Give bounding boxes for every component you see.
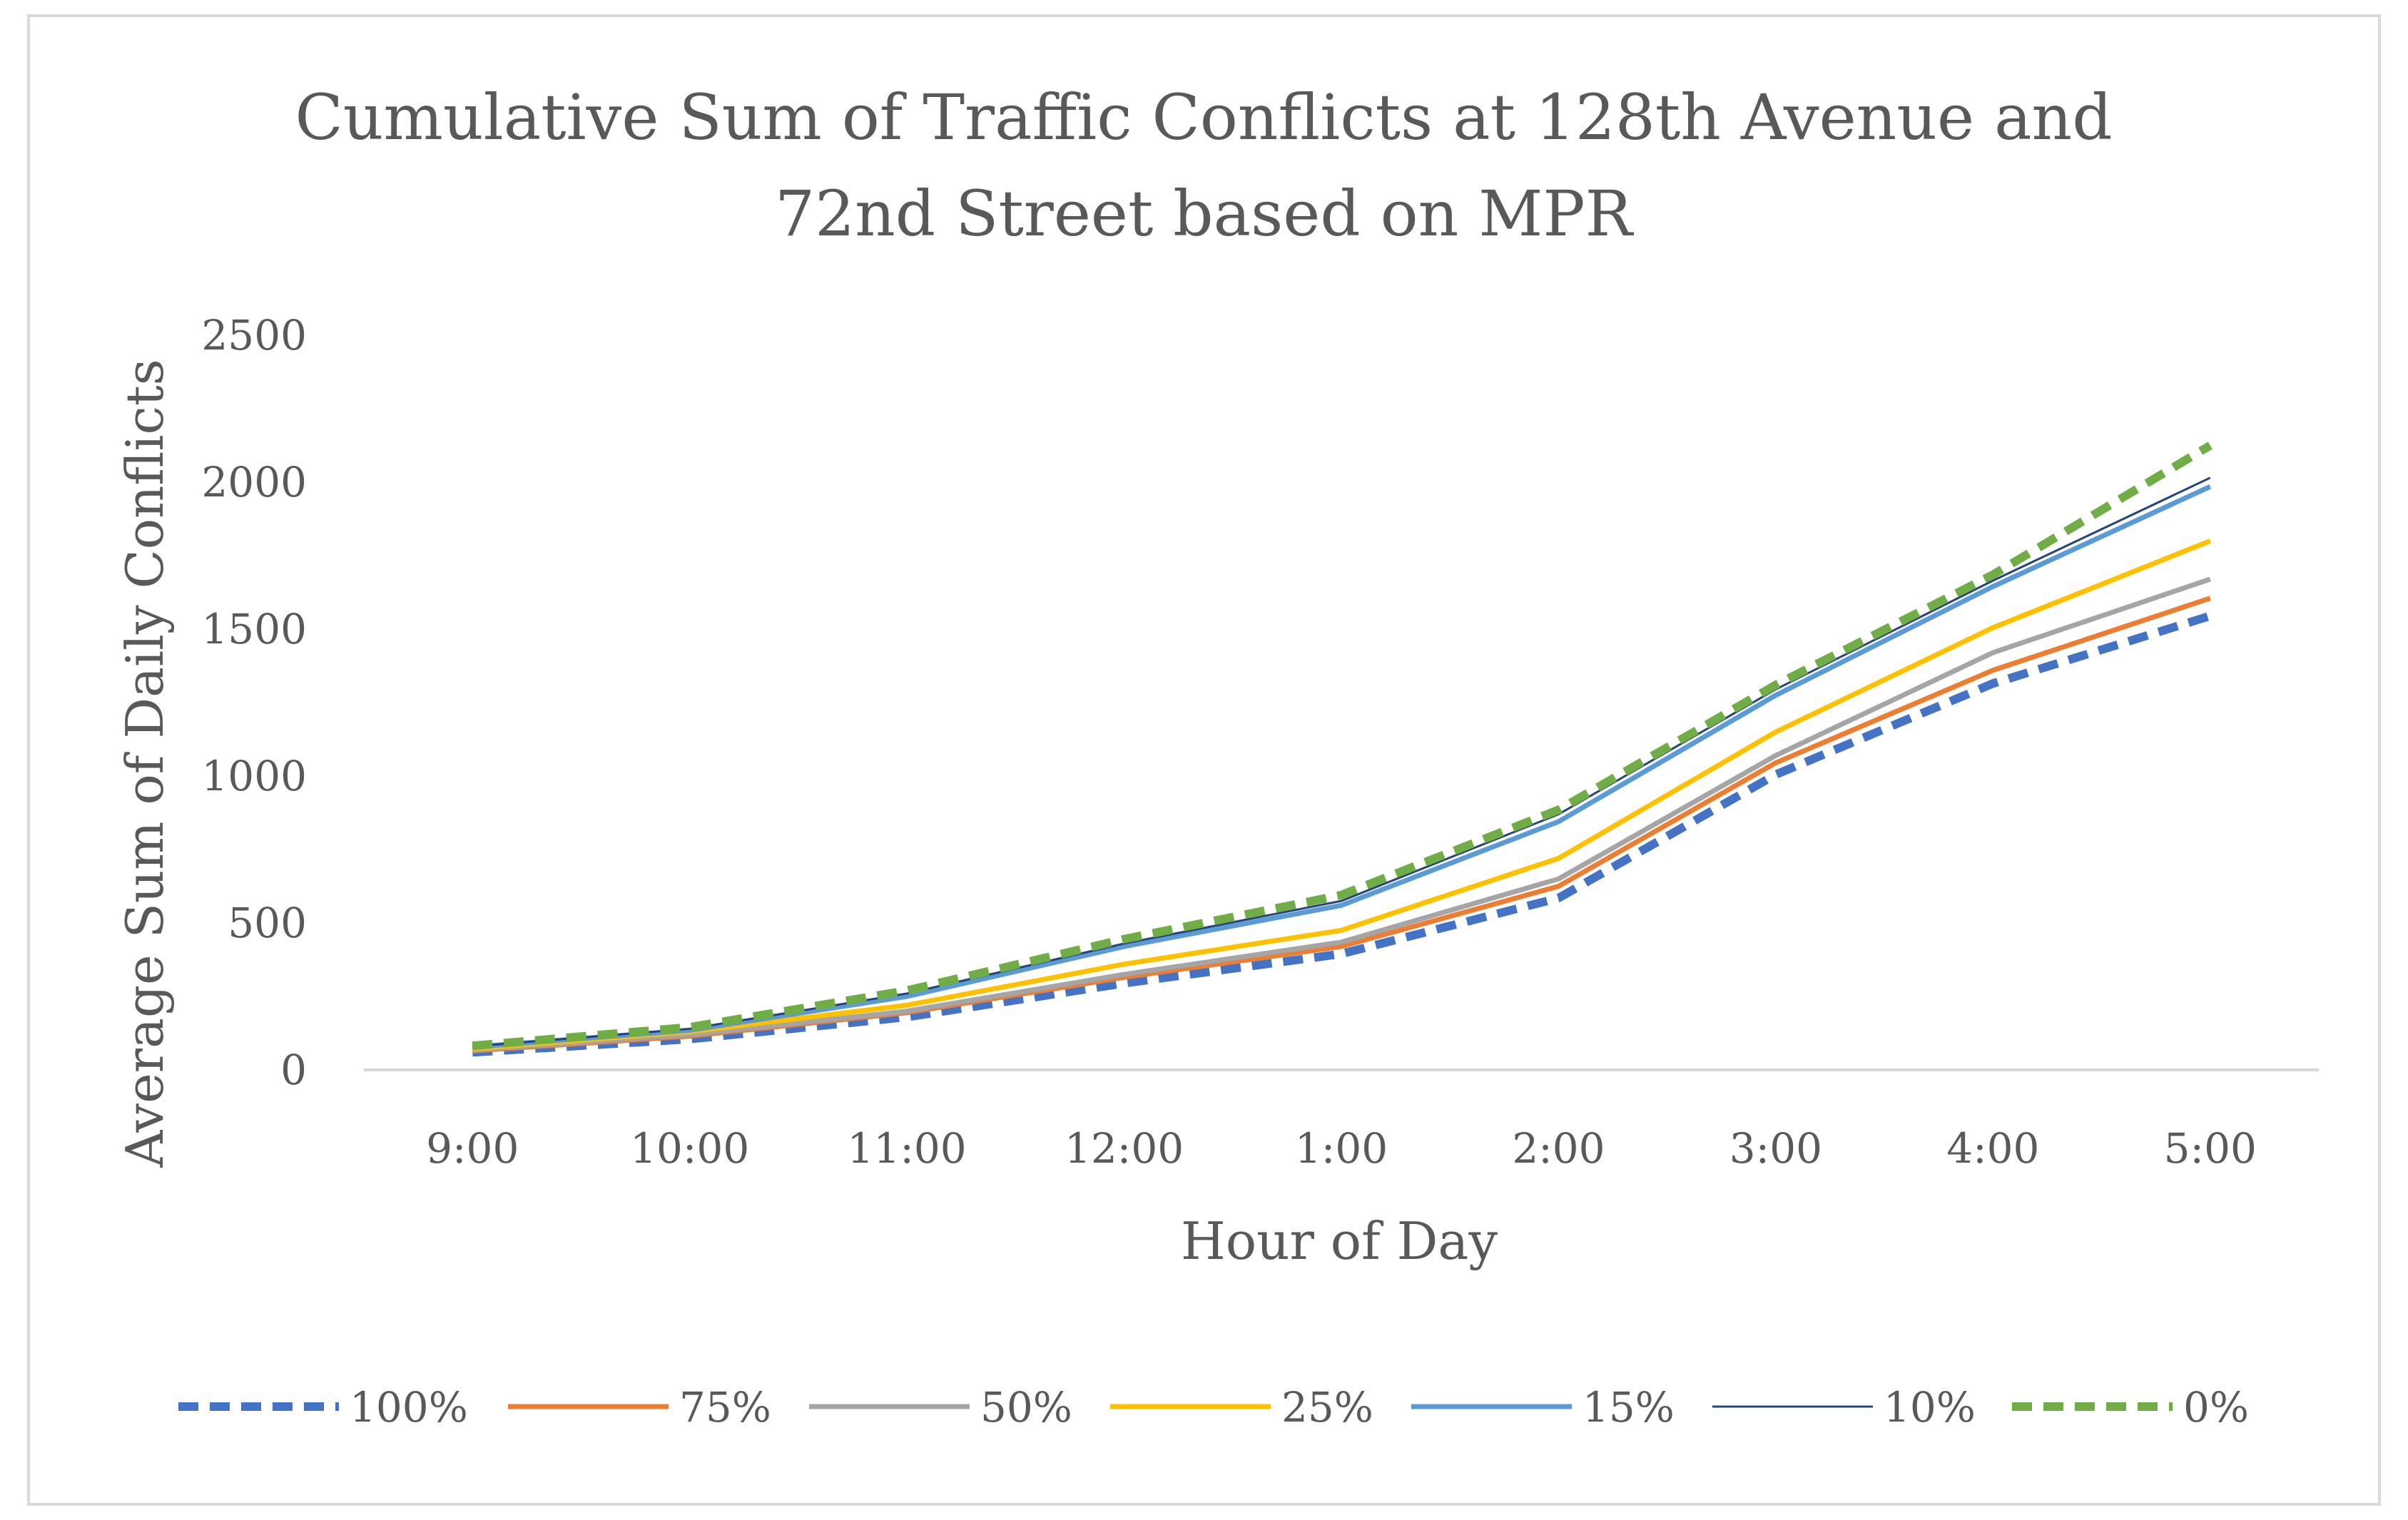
chart-title-line-2: 72nd Street based on MPR [775,177,1634,250]
y-tick-label-1500: 1500 [201,605,307,653]
series-line-50pct [472,576,2211,1053]
x-tick-label-10-00: 10:00 [630,1124,749,1173]
y-tick-label-1000: 1000 [201,752,307,800]
x-tick-label-5-00: 5:00 [2164,1124,2257,1173]
y-tick-label-0: 0 [280,1046,307,1094]
y-axis-ticks: 0 500 1000 1500 2000 2500 [201,311,307,1094]
series-line-25pct [472,539,2212,1051]
y-tick-label-2500: 2500 [201,311,307,359]
legend: 100% 75% 50% 25% 15% 10% 0% [178,1383,2249,1432]
x-tick-label-2-00: 2:00 [1512,1124,1605,1173]
x-tick-label-11-00: 11:00 [848,1124,967,1173]
series-layer [472,442,2213,1057]
legend-label-0pct: 0% [2183,1383,2249,1432]
x-tick-label-1-00: 1:00 [1295,1124,1388,1173]
legend-label-25pct: 25% [1281,1383,1373,1432]
chart-frame [27,14,2381,1506]
chart-title-line-1: Cumulative Sum of Traffic Conflicts at 1… [295,81,2112,154]
x-tick-label-4-00: 4:00 [1946,1124,2039,1173]
legend-label-15pct: 15% [1583,1383,1675,1432]
legend-label-100pct: 100% [350,1383,468,1432]
y-tick-label-2000: 2000 [201,458,307,506]
x-axis-ticks: 9:00 10:00 11:00 12:00 1:00 2:00 3:00 4:00 5:00 [426,1124,2257,1173]
x-tick-label-9-00: 9:00 [426,1124,519,1173]
y-tick-label-500: 500 [228,899,307,947]
y-axis-title: Average Sum of Daily Conflicts [115,359,175,1168]
legend-label-50pct: 50% [980,1383,1072,1432]
x-tick-label-3-00: 3:00 [1729,1124,1822,1173]
x-axis-title: Hour of Day [1181,1211,1498,1271]
legend-label-10pct: 10% [1884,1383,1976,1432]
series-line-100pct [472,611,2212,1057]
legend-label-75pct: 75% [679,1383,771,1432]
series-line-0pct [472,442,2213,1051]
x-tick-label-12-00: 12:00 [1065,1124,1184,1173]
